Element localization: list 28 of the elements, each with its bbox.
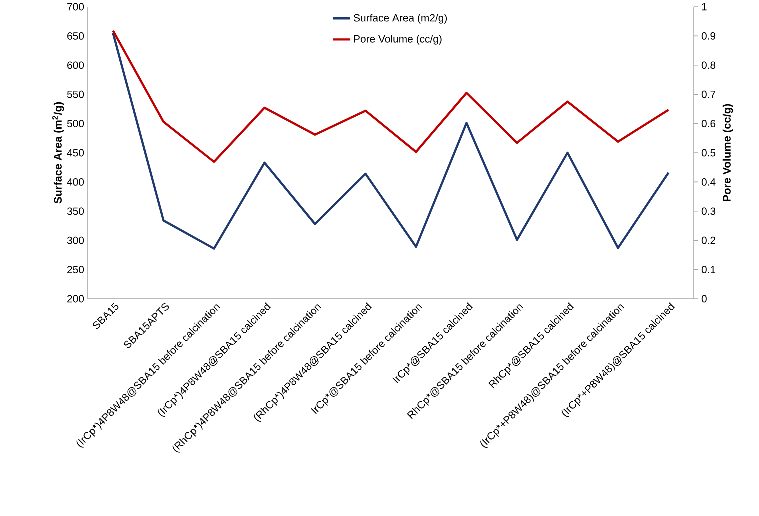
line-series	[112, 32, 670, 250]
y-tick-label: 400	[67, 178, 84, 186]
y2-axis-title: Pore Volume (cc/g)	[722, 104, 734, 202]
y2-tick-label: 0.9	[702, 32, 716, 40]
y-tick-label: 650	[68, 32, 84, 40]
y2-tick-label: 0.4	[702, 178, 716, 186]
legend-label: Surface Area (m2/g)	[354, 14, 448, 24]
y-tick-label: 200	[68, 295, 84, 303]
y2-tick-label: 0	[702, 295, 707, 303]
y-tick-label: 350	[67, 208, 84, 216]
legend-label: Pore Volume (cc/g)	[354, 35, 442, 45]
y-tick-label: 250	[68, 266, 84, 274]
y-tick-label: 450	[67, 149, 84, 157]
y2-tick-label: 0.7	[702, 90, 716, 98]
y2-tick-label: 0.8	[702, 62, 716, 70]
y2-tick-label: 0.3	[702, 208, 716, 216]
y-axis-title: Surface Area (m$^{2}$/g)	[52, 102, 64, 204]
y-tick-label: 300	[67, 236, 84, 244]
y2-tick-label: 1	[702, 3, 707, 11]
y2-tick-label: 0.6	[702, 120, 716, 128]
y-tick-label: 550	[67, 90, 84, 98]
y-tick-label: 500	[67, 120, 84, 128]
line-series	[112, 30, 670, 164]
y-tick-label: 600	[68, 62, 84, 70]
y2-tick-label: 0.5	[702, 149, 716, 157]
y2-tick-label: 0.1	[702, 266, 716, 274]
y2-tick-label: 0.2	[702, 236, 716, 244]
y-tick-label: 700	[68, 3, 84, 11]
